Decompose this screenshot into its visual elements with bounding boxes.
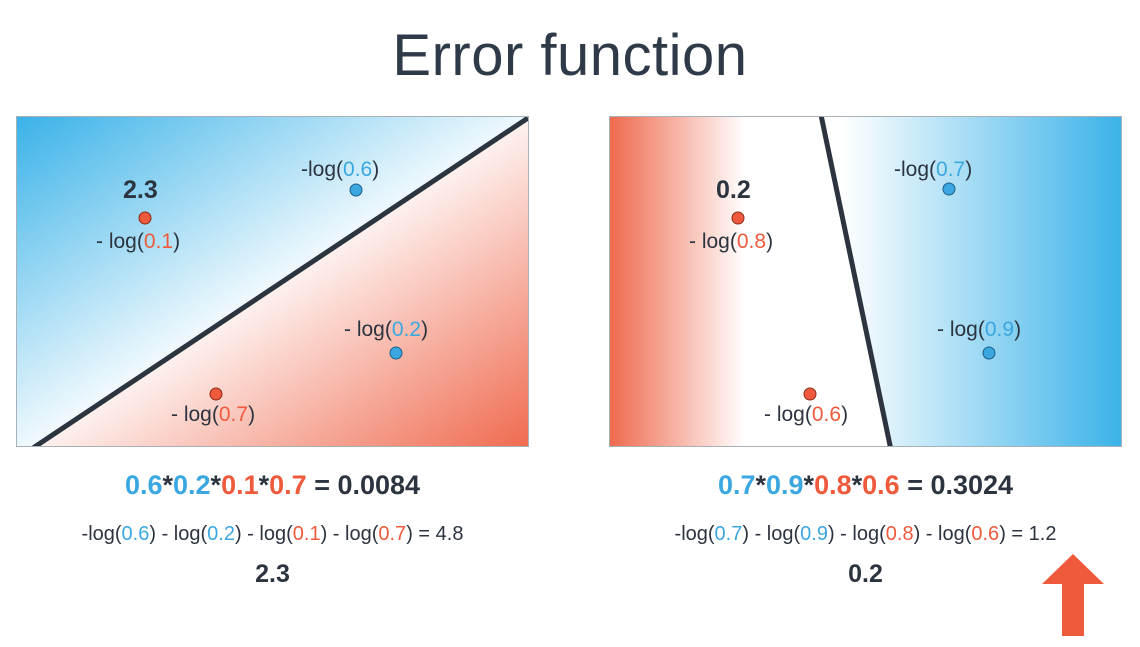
log-sum-equation: -log(0.7) - log(0.9) - log(0.8) - log(0.… xyxy=(674,523,1057,545)
decision-boundary xyxy=(818,117,893,446)
left-panel-graphic xyxy=(17,117,528,446)
point-label: -log(0.7) xyxy=(894,158,973,181)
point-red-2 xyxy=(209,387,223,401)
log-sum-equation: -log(0.6) - log(0.2) - log(0.1) - log(0.… xyxy=(81,523,464,545)
decision-boundary xyxy=(31,117,528,446)
point-label: - log(0.7) xyxy=(171,403,256,426)
point-label: - log(0.1) xyxy=(96,230,181,253)
point-red-2 xyxy=(803,387,817,401)
point-label: -log(0.6) xyxy=(301,158,380,181)
point-label: - log(0.8) xyxy=(689,230,774,253)
point-label: - log(0.6) xyxy=(764,403,849,426)
blue-region xyxy=(17,117,527,446)
panel-score: 0.2 xyxy=(716,176,751,204)
left-classification-panel: 2.3 - log(0.1) -log(0.6) - log(0.2) - lo… xyxy=(16,116,529,447)
slide-title: Error function xyxy=(392,23,748,88)
product-equation: 0.7*0.9*0.8*0.6 = 0.3024 xyxy=(717,470,1014,500)
panel-score: 2.3 xyxy=(123,176,158,204)
right-classification-panel: 0.2 - log(0.8) -log(0.7) - log(0.9) - lo… xyxy=(609,116,1122,447)
point-label: - log(0.2) xyxy=(344,318,429,341)
point-blue-2 xyxy=(982,346,996,360)
red-region-left xyxy=(610,117,891,446)
point-blue-1 xyxy=(942,182,956,196)
point-label: - log(0.9) xyxy=(937,318,1022,341)
point-blue-2 xyxy=(389,346,403,360)
total-error: 0.2 xyxy=(848,560,883,588)
point-red-1 xyxy=(731,211,745,225)
product-equation: 0.6*0.2*0.1*0.7 = 0.0084 xyxy=(124,470,421,500)
total-error: 2.3 xyxy=(255,560,290,588)
point-red-1 xyxy=(138,211,152,225)
up-arrow-icon xyxy=(1042,554,1104,636)
right-panel-graphic xyxy=(610,117,1121,446)
point-blue-1 xyxy=(349,183,363,197)
